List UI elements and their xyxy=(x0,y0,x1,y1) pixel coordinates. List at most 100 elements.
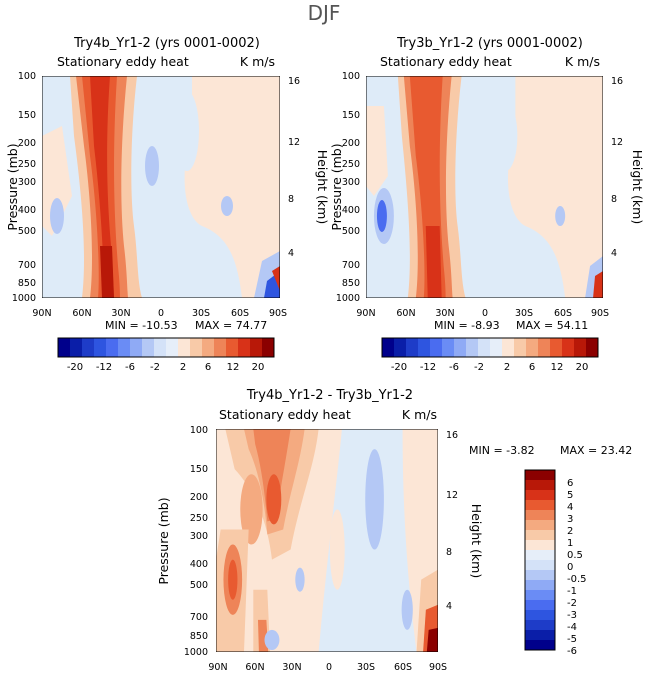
colorbar-swatch xyxy=(525,620,555,631)
panel-2-colorbar-ticks: -20 -12 -6 -2 2 6 12 20 xyxy=(391,362,589,373)
panel-1-x-tick: 30S xyxy=(192,308,210,319)
colorbar-swatch xyxy=(514,338,527,357)
panel-1-x-tick: 60S xyxy=(231,308,249,319)
panel-2-ylabel: Pressure (mb) xyxy=(329,143,344,230)
panel-1-colorbar-ticks: -20 -12 -6 -2 2 6 12 20 xyxy=(67,362,265,373)
panel-1-cb-tick: 12 xyxy=(227,362,240,373)
colorbar-swatch xyxy=(525,570,555,581)
panel-1-cb-tick: 20 xyxy=(252,362,265,373)
colorbar-swatch xyxy=(118,338,131,357)
panel-2-y-tick: 700 xyxy=(342,260,360,271)
panel-3-x-tick: 0 xyxy=(326,662,332,673)
panel-1-x-tick: 90N xyxy=(32,308,51,319)
panel-2-y-tick: 200 xyxy=(342,138,360,149)
colorbar-border xyxy=(524,469,556,651)
colorbar-swatch xyxy=(525,640,555,651)
panel-3-cb-tick: 3 xyxy=(567,514,573,525)
panel-1-title: Try4b_Yr1-2 (yrs 0001-0002) xyxy=(73,36,260,51)
panel-3-cb-tick: 1 xyxy=(567,538,573,549)
panel-2: Try3b_Yr1-2 (yrs 0001-0002) Stationary e… xyxy=(329,36,645,373)
panel-1-x-tick: 60N xyxy=(72,308,91,319)
panel-2-y-tick: 500 xyxy=(342,226,360,237)
colorbar-swatch xyxy=(106,338,119,357)
colorbar-swatch xyxy=(525,530,555,541)
panel-1-ylabel-right: Height (km) xyxy=(315,150,330,224)
panel-3-height-tick: 12 xyxy=(446,490,458,501)
colorbar-swatch xyxy=(430,338,443,357)
panel-3-x-tick: 90S xyxy=(429,662,447,673)
colorbar-swatch xyxy=(525,590,555,601)
colorbar-swatch xyxy=(526,338,539,357)
colorbar-swatch xyxy=(394,338,407,357)
colorbar-swatch xyxy=(525,500,555,511)
colorbar-swatch xyxy=(525,480,555,491)
panel-1-y-tick: 500 xyxy=(18,226,36,237)
panel-2-height-tick: 8 xyxy=(611,194,617,205)
panel-3-cb-tick: 4 xyxy=(567,502,573,513)
panel-1-y-ticks-right: 16 12 8 4 xyxy=(288,76,300,259)
panel-2-x-tick: 60N xyxy=(396,308,415,319)
panel-1-y-tick: 200 xyxy=(18,138,36,149)
panel-3-ylabel: Pressure (mb) xyxy=(156,497,171,584)
panel-2-x-tick: 0 xyxy=(482,308,488,319)
colorbar-swatch xyxy=(82,338,95,357)
panel-1-height-tick: 4 xyxy=(288,248,294,259)
panel-3-plot xyxy=(216,429,438,652)
panel-2-cb-tick: -2 xyxy=(474,362,484,373)
panel-1-y-tick: 700 xyxy=(18,260,36,271)
colorbar-swatch xyxy=(525,610,555,621)
colorbar-swatch xyxy=(58,338,71,357)
panel-2-y-tick: 400 xyxy=(342,205,360,216)
panel-1-cb-tick: -6 xyxy=(125,362,135,373)
panel-3-max: MAX = 23.42 xyxy=(560,444,632,457)
panel-2-subtitle-right: K m/s xyxy=(565,54,600,69)
panel-1-min: MIN = -10.53 xyxy=(105,319,178,332)
panel-3-x-tick: 60N xyxy=(245,662,264,673)
panel-2-cb-tick: 2 xyxy=(504,362,510,373)
panel-3-cb-tick: -4 xyxy=(567,622,577,633)
colorbar-swatch xyxy=(525,470,555,481)
panel-1-y-tick: 1000 xyxy=(12,293,36,304)
panel-2-y-tick: 300 xyxy=(342,177,360,188)
panel-3-y-tick: 1000 xyxy=(184,647,208,658)
colorbar-swatch xyxy=(154,338,167,357)
panel-1-cb-tick: -2 xyxy=(150,362,160,373)
panel-2-subtitle-left: Stationary eddy heat xyxy=(380,54,512,69)
panel-3-y-ticks-left: 100 150 200 250 300 400 500 700 850 1000 xyxy=(184,425,208,658)
panel-2-y-tick: 250 xyxy=(342,159,360,170)
panel-3-y-tick: 100 xyxy=(190,425,208,436)
colorbar-border xyxy=(57,337,275,358)
panel-3-cb-tick: 0.5 xyxy=(567,550,583,561)
panel-1-subtitle-right: K m/s xyxy=(240,54,275,69)
panel-1-y-tick: 150 xyxy=(18,110,36,121)
panel-2-y-ticks-left: 100 150 200 250 300 400 500 700 850 1000 xyxy=(336,71,360,304)
panel-2-title: Try3b_Yr1-2 (yrs 0001-0002) xyxy=(396,36,583,51)
panel-3-subtitle-right: K m/s xyxy=(402,407,437,422)
colorbar-swatch xyxy=(214,338,227,357)
panel-2-height-tick: 12 xyxy=(611,137,623,148)
panel-2-cb-tick: 12 xyxy=(551,362,564,373)
panel-3-colorbar-ticks: 6 5 4 3 2 1 0.5 0 -0.5 -1 -2 -3 -4 -5 -6 xyxy=(567,478,587,657)
panel-3-ylabel-right: Height (km) xyxy=(469,504,484,578)
panel-3-cb-tick: 6 xyxy=(567,478,573,489)
colorbar-swatch xyxy=(586,338,599,357)
panel-1-ylabel: Pressure (mb) xyxy=(5,143,20,230)
colorbar-swatch xyxy=(418,338,431,357)
colorbar-swatch xyxy=(538,338,551,357)
figure-suptitle: DJF xyxy=(308,1,341,25)
panel-3-cb-tick: -5 xyxy=(567,634,577,645)
panel-2-y-tick: 850 xyxy=(342,278,360,289)
colorbar-swatch xyxy=(525,510,555,521)
panel-3-x-ticks: 90N 60N 30N 0 30S 60S 90S xyxy=(208,662,447,673)
panel-1-y-tick: 100 xyxy=(18,71,36,82)
colorbar-swatch xyxy=(454,338,467,357)
panel-3-cb-tick: -3 xyxy=(567,610,577,621)
panel-2-cb-tick: -12 xyxy=(420,362,436,373)
panel-3-y-tick: 150 xyxy=(190,464,208,475)
panel-2-max: MAX = 54.11 xyxy=(516,319,588,332)
panel-1-x-tick: 0 xyxy=(158,308,164,319)
panel-2-y-tick: 150 xyxy=(342,110,360,121)
panel-1-height-tick: 8 xyxy=(288,194,294,205)
panel-2-ylabel-right: Height (km) xyxy=(630,150,645,224)
